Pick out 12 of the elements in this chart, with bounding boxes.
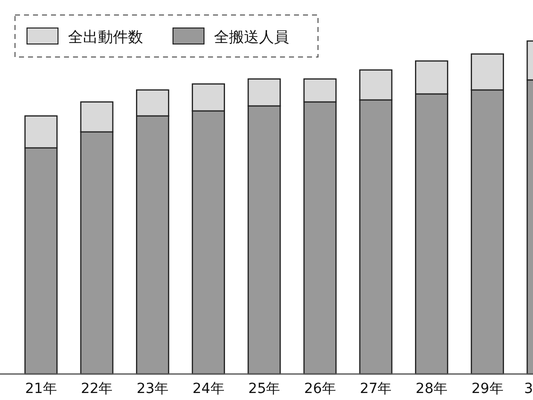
x-tick-label: 21年 xyxy=(25,381,57,397)
legend-label: 全搬送人員 xyxy=(214,28,289,46)
x-tick-label: 24年 xyxy=(192,381,224,397)
x-tick-label: 28年 xyxy=(416,381,448,397)
x-tick-label: 26年 xyxy=(304,381,336,397)
x-tick-label: 23年 xyxy=(136,381,169,397)
x-tick-label: 27年 xyxy=(360,381,392,397)
x-tick-label: 25年 xyxy=(248,381,280,397)
x-tick-label: 22年 xyxy=(80,381,113,397)
legend-label: 全出動件数 xyxy=(68,28,143,46)
x-tick-label: 3 xyxy=(524,381,533,397)
x-tick-label: 29年 xyxy=(471,381,504,397)
